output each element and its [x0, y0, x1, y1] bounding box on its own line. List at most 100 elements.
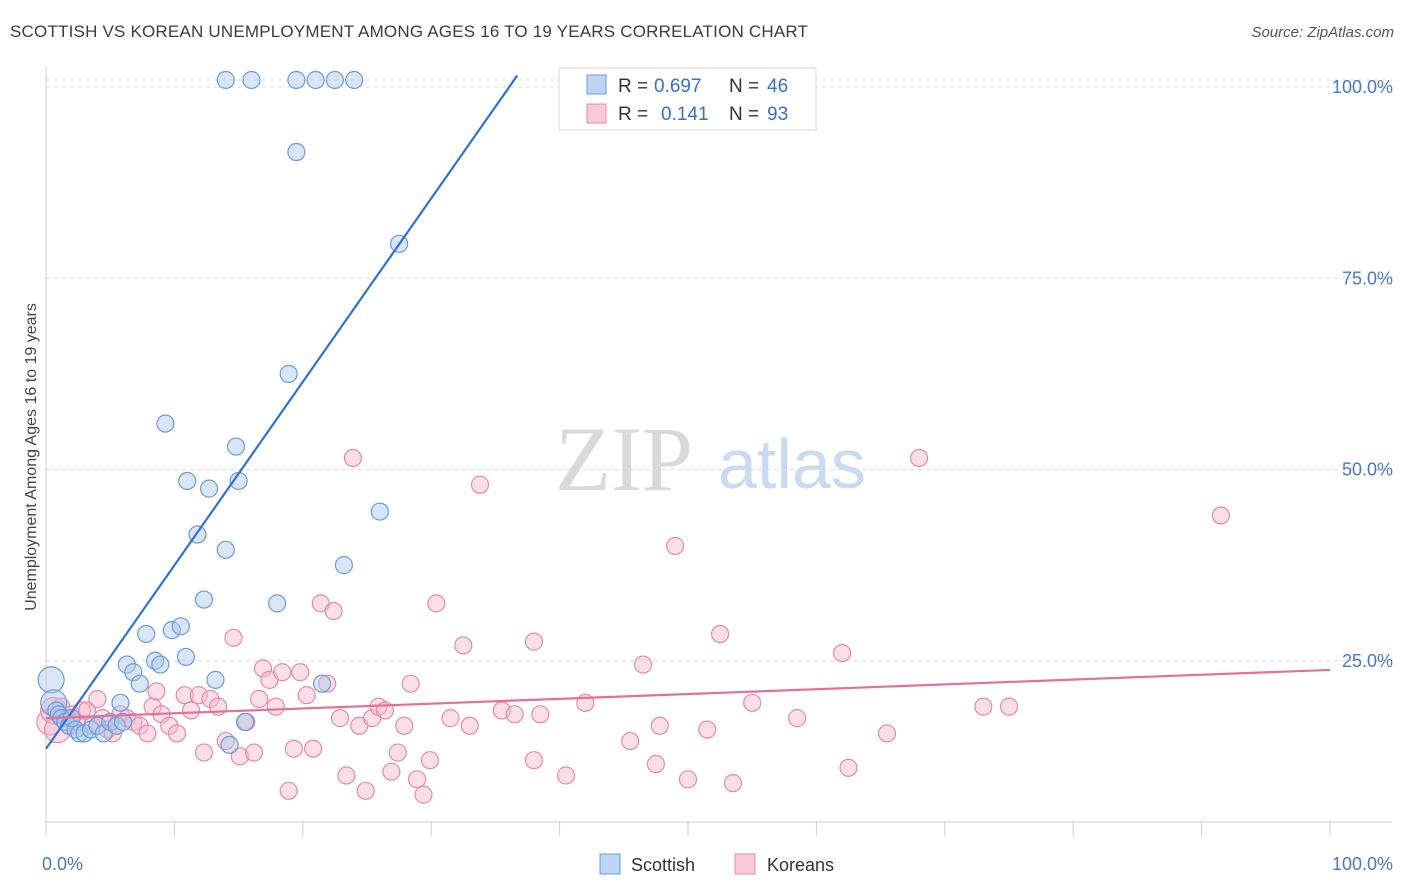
korean-point — [650, 716, 669, 735]
korean-point — [666, 536, 685, 556]
scottish-point — [268, 594, 287, 613]
korean-point — [839, 758, 858, 777]
korean-point — [420, 751, 440, 770]
korean-point — [318, 674, 337, 693]
korean-point — [330, 709, 350, 728]
korean-point — [388, 743, 407, 762]
watermark-zip: ZIP — [555, 408, 693, 510]
korean-point — [646, 754, 666, 774]
korean-point — [460, 716, 479, 735]
korean-point — [175, 686, 194, 705]
korean-point — [723, 774, 743, 793]
watermark-atlas: atlas — [718, 425, 866, 503]
korean-point — [710, 624, 730, 644]
y-tick-label: 50.0% — [1342, 460, 1393, 480]
legend-r-value-koreans: 0.141 — [661, 104, 709, 125]
x-tick-label: 100.0% — [1332, 854, 1393, 874]
scottish-point — [111, 693, 130, 712]
korean-point — [910, 448, 929, 468]
bottom-legend-swatch-koreans — [734, 853, 756, 875]
korean-point — [244, 743, 264, 762]
korean-point — [284, 739, 303, 758]
korean-point — [401, 674, 420, 693]
korean-point — [181, 701, 201, 720]
scottish-point — [176, 647, 196, 667]
scottish-point — [113, 712, 133, 732]
scottish-point — [162, 621, 181, 640]
top-legend: R = 0.697 N = 46 R = 0.141 N = 93 — [558, 67, 817, 131]
korean-point — [224, 628, 243, 647]
korean-point — [324, 601, 343, 621]
korean-point — [743, 693, 762, 712]
korean-point — [343, 448, 362, 468]
korean-point — [678, 770, 698, 789]
legend-r-value-scottish: 0.697 — [654, 76, 702, 97]
korean-point — [138, 724, 157, 743]
scottish-point — [242, 70, 261, 90]
korean-point — [395, 716, 414, 735]
scottish-point — [37, 666, 65, 694]
legend-swatch-koreans — [586, 103, 607, 124]
scottish-point — [194, 590, 214, 609]
korean-point — [250, 689, 269, 709]
korean-point — [189, 686, 208, 705]
scottish-point — [216, 540, 235, 559]
korean-point — [279, 781, 298, 800]
scottish-point — [220, 735, 239, 755]
scottish-point — [287, 142, 306, 162]
scottish-point — [199, 479, 219, 498]
legend-r-label-koreans: R = — [618, 104, 648, 125]
korean-point — [698, 720, 717, 739]
korean-point — [266, 697, 285, 716]
bottom-legend: Scottish Koreans — [599, 853, 834, 875]
korean-point — [427, 594, 446, 613]
scottish-point — [226, 437, 246, 456]
scottish-point — [306, 70, 325, 90]
scottish-point — [334, 556, 353, 575]
legend-n-label-koreans: N = — [729, 104, 759, 125]
scottish-point — [206, 670, 225, 689]
watermark: ZIP atlas — [555, 408, 866, 510]
korean-point — [441, 709, 460, 728]
legend-n-value-scottish: 46 — [767, 76, 788, 97]
y-tick-label: 100.0% — [1332, 77, 1393, 97]
korean-point — [999, 697, 1019, 716]
x-tick-labels: 0.0% 100.0% — [42, 854, 1393, 874]
korean-point — [556, 766, 576, 785]
legend-n-label-scottish: N = — [729, 76, 759, 97]
scottish-point — [235, 712, 255, 732]
source-label: Source: ZipAtlas.com — [1251, 24, 1394, 41]
scottish-point — [216, 70, 235, 90]
korean-point — [470, 475, 490, 494]
korean-point — [337, 766, 356, 785]
bottom-legend-label-koreans: Koreans — [767, 855, 834, 875]
korean-point — [382, 762, 401, 781]
scottish-point — [325, 70, 344, 90]
korean-point — [407, 770, 427, 789]
trend-lines — [45, 74, 1331, 750]
korean-point — [621, 731, 640, 751]
korean-point — [974, 697, 993, 716]
y-tick-labels: 25.0% 50.0% 75.0% 100.0% — [1332, 77, 1393, 671]
scottish-points — [37, 70, 582, 755]
korean-point — [273, 663, 292, 682]
korean-point — [167, 724, 187, 743]
legend-swatch-scottish — [586, 74, 607, 95]
korean-point — [297, 686, 316, 705]
scottish-point — [287, 70, 306, 90]
chart-title: SCOTTISH VS KOREAN UNEMPLOYMENT AMONG AG… — [10, 22, 809, 41]
korean-point — [291, 663, 310, 682]
korean-point — [788, 709, 807, 728]
y-tick-label: 25.0% — [1342, 651, 1393, 671]
scottish-point — [370, 502, 389, 521]
korean-point — [505, 705, 524, 724]
grid-lines — [46, 79, 1392, 662]
scottish-point — [178, 471, 197, 491]
x-tick-label: 0.0% — [42, 854, 83, 874]
korean-point — [194, 743, 214, 762]
korean-point — [253, 659, 273, 678]
axes — [45, 66, 1392, 836]
korean-point — [88, 689, 107, 709]
korean-point — [524, 751, 544, 770]
